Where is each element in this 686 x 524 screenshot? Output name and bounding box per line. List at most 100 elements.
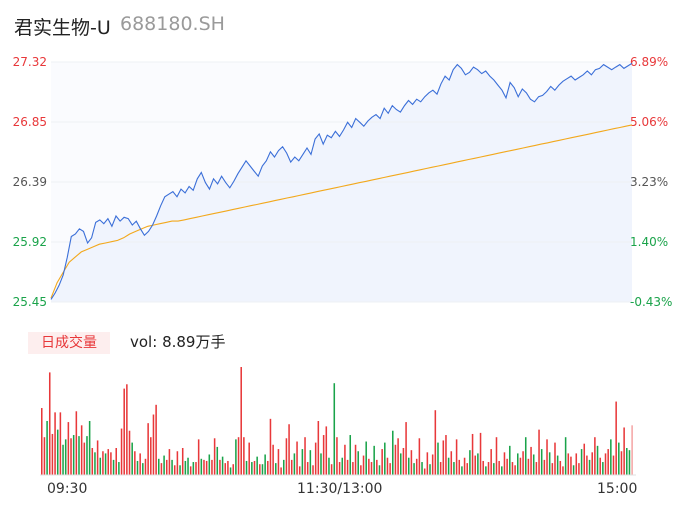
volume-bar (397, 438, 399, 475)
volume-bar (251, 462, 253, 475)
volume-bar (572, 465, 575, 475)
volume-bar (559, 460, 562, 475)
volume-bar (610, 439, 612, 475)
volume-bar (187, 457, 189, 475)
volume-bar (245, 460, 248, 475)
volume-bar (384, 442, 386, 475)
volume-bar (75, 411, 78, 475)
volume-bar (410, 450, 413, 475)
volume-bar (192, 462, 195, 475)
volume-bar (365, 441, 367, 475)
volume-bar (275, 463, 277, 475)
volume-bar (399, 453, 402, 475)
volume-bar (626, 448, 628, 475)
volume-bar (455, 439, 458, 475)
volume-bar (474, 455, 476, 475)
volume-bar (272, 444, 274, 475)
volume-bar (506, 458, 508, 475)
volume-bar (211, 459, 213, 475)
price-line (50, 62, 633, 300)
volume-bar (413, 463, 415, 475)
volume-bar (290, 459, 293, 475)
volume-bar (389, 463, 391, 475)
price-tick-label: 27.32 (13, 55, 47, 69)
volume-bar (352, 462, 354, 475)
volume-bar (314, 442, 317, 475)
volume-bar (546, 439, 548, 475)
volume-bar (392, 430, 394, 475)
volume-prefix: vol: (130, 333, 158, 351)
volume-bar (503, 452, 506, 475)
time-label-midday: 11:30/13:00 (297, 481, 383, 497)
volume-bar (70, 438, 72, 475)
volume-bar (402, 448, 405, 475)
volume-bar (107, 449, 110, 475)
volume-bar (370, 462, 373, 475)
volume-bar (423, 468, 426, 475)
volume-bar (479, 432, 482, 475)
volume-bar (179, 465, 181, 475)
volume-bar (158, 458, 160, 475)
volume-bar (405, 422, 407, 475)
volume-bar (200, 458, 203, 475)
volume-bar (596, 445, 599, 475)
volume-bar (325, 426, 328, 475)
volume-bar (118, 462, 120, 475)
volume-bar (458, 459, 461, 475)
volume-bar (269, 418, 272, 475)
volume-bar (362, 455, 365, 475)
time-label-close: 15:00 (597, 481, 638, 497)
volume-bar (110, 452, 112, 475)
volume-bar (501, 466, 503, 475)
volume-bar (298, 466, 301, 475)
volume-bar (171, 459, 173, 475)
percent-tick-label: 1.40% (630, 235, 668, 249)
volume-bar (477, 453, 479, 475)
volume-bar (136, 460, 139, 475)
volume-bar (567, 453, 570, 475)
volume-bar (373, 445, 375, 475)
volume-bar (237, 437, 240, 475)
volume-bar (78, 436, 80, 475)
volume-bar (248, 442, 250, 475)
volume-bar (144, 458, 147, 475)
volume-bar (312, 465, 314, 475)
volume-bar (376, 459, 378, 475)
volume-bar (564, 437, 567, 475)
volume-bar (466, 463, 469, 475)
volume-bar (338, 462, 341, 475)
volume-bar (594, 437, 596, 475)
volume-bar (490, 449, 492, 475)
time-label-open: 09:30 (47, 481, 88, 497)
volume-bar (540, 449, 543, 475)
volume-bar (394, 444, 397, 475)
volume-bar (386, 457, 389, 475)
volume-bar (485, 466, 487, 475)
volume-bar (104, 453, 107, 475)
volume-bar (562, 466, 564, 475)
volume-bar (134, 451, 136, 475)
volume-bar (235, 439, 237, 475)
volume-bar (195, 462, 197, 475)
volume-bar (447, 457, 450, 475)
volume-bar (131, 442, 133, 475)
volume-bar (602, 462, 604, 475)
volume-bar (120, 428, 123, 475)
volume-bar (280, 467, 282, 475)
volume-bar (439, 462, 442, 475)
volume-bar (612, 455, 615, 475)
price-axis-labels: 27.32 26.85 26.39 25.92 25.45 (13, 55, 47, 309)
volume-bar (155, 404, 157, 475)
volume-bar (556, 455, 559, 475)
stock-name: 君实生物-U (14, 17, 111, 39)
volume-bar (72, 435, 75, 475)
volume-bar (208, 454, 211, 475)
volume-bar (535, 462, 538, 475)
volume-bar (437, 442, 439, 475)
volume-bar (123, 388, 125, 475)
volume-bar (43, 437, 46, 475)
volume-bar (96, 440, 99, 475)
volume-bar (88, 421, 91, 475)
